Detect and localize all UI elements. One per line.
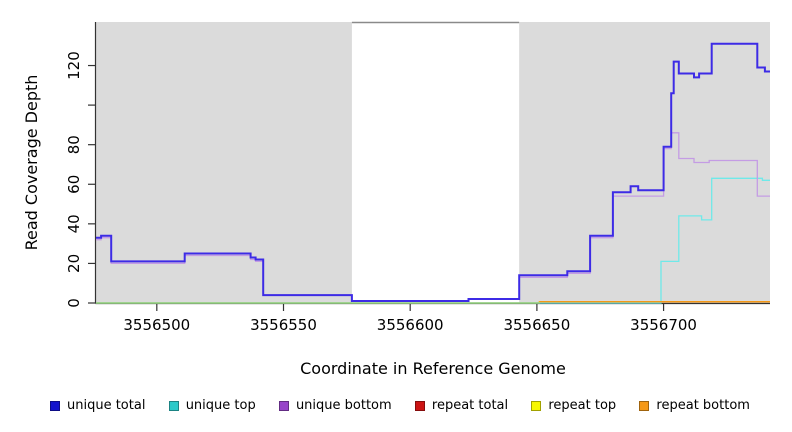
legend-item-unique-bottom: unique bottom (278, 398, 392, 413)
x-axis-title: Coordinate in Reference Genome (300, 359, 566, 378)
legend-item-unique-top: unique top (168, 398, 256, 413)
legend-label-unique-top: unique top (185, 398, 256, 413)
legend-label-unique-total: unique total (67, 398, 146, 413)
x-tick-label: 3556650 (503, 316, 570, 334)
y-axis-title: Read Coverage Depth (22, 75, 41, 251)
y-tick-label: 20 (65, 254, 83, 273)
x-tick-label: 3556600 (377, 316, 444, 334)
legend-swatch-unique-top (168, 400, 179, 411)
legend-swatch-unique-total (50, 400, 60, 411)
legend-item-repeat-bottom: repeat bottom (639, 398, 750, 413)
y-tick-label: 60 (65, 175, 83, 194)
gap-region (351, 22, 520, 303)
series-unique-bottom (96, 132, 770, 302)
legend-label-repeat-bottom: repeat bottom (656, 398, 750, 413)
x-tick-label: 3556500 (123, 316, 190, 334)
series-unique-top (96, 177, 770, 304)
y-tick-label: 120 (65, 51, 83, 80)
legend-label-repeat-top: repeat top (548, 398, 617, 413)
legend-item-unique-total: unique total (50, 398, 145, 413)
x-tick-label: 3556550 (250, 316, 317, 334)
x-tick-label: 3556700 (630, 316, 697, 334)
legend-swatch-repeat-top (531, 400, 542, 411)
legend-swatch-repeat-bottom (639, 400, 650, 411)
y-tick-label: 80 (65, 135, 83, 154)
legend-label-unique-bottom: unique bottom (295, 398, 392, 413)
series-unique-total (96, 42, 770, 302)
y-tick-label: 0 (65, 298, 83, 308)
legend-item-repeat-total: repeat total (414, 398, 509, 413)
y-tick-label: 40 (65, 214, 83, 233)
chart-canvas: 3556500 3556550 3556600 3556650 3556700 0 20 40… (22, 21, 770, 378)
legend-item-repeat-top: repeat top (531, 398, 616, 413)
legend-swatch-repeat-total (414, 400, 425, 411)
legend-label-repeat-total: repeat total (431, 398, 509, 413)
legend: unique total unique top unique bottom repea… (50, 398, 750, 413)
legend-swatch-unique-bottom (278, 400, 289, 411)
